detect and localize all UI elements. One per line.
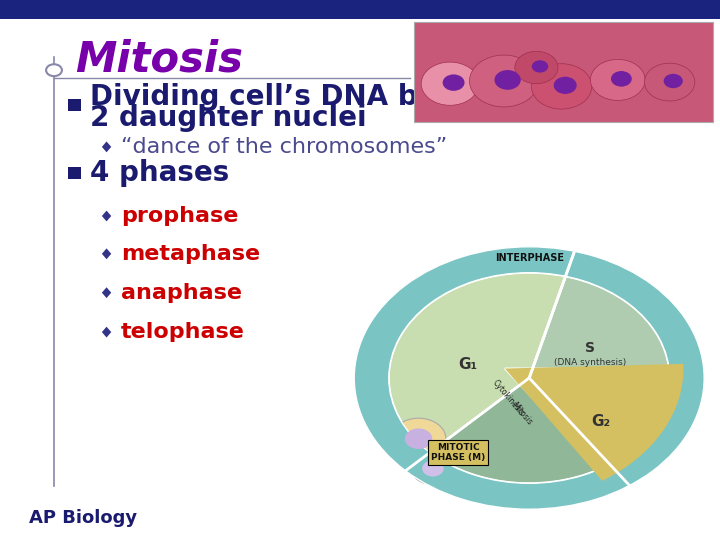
Text: INTERPHASE: INTERPHASE [495, 253, 564, 264]
Circle shape [590, 59, 645, 100]
Text: metaphase: metaphase [121, 244, 260, 264]
Wedge shape [430, 378, 610, 483]
Circle shape [495, 70, 521, 90]
Circle shape [443, 75, 464, 91]
Wedge shape [529, 276, 670, 464]
Circle shape [611, 71, 631, 86]
Text: AP Biology: AP Biology [29, 509, 137, 528]
Polygon shape [102, 327, 111, 338]
Text: MITOTIC
PHASE (M): MITOTIC PHASE (M) [431, 442, 485, 462]
Text: Mitosis: Mitosis [510, 400, 534, 427]
Text: Mitosis: Mitosis [76, 38, 243, 80]
Circle shape [354, 247, 704, 509]
Circle shape [469, 55, 539, 107]
Text: Cytokinesis: Cytokinesis [491, 379, 526, 418]
Circle shape [422, 460, 444, 476]
Circle shape [405, 428, 432, 449]
Polygon shape [102, 248, 111, 259]
Circle shape [391, 418, 446, 459]
Circle shape [46, 64, 62, 76]
Circle shape [515, 51, 558, 84]
Polygon shape [102, 287, 111, 298]
Text: Dividing cell’s DNA between: Dividing cell’s DNA between [90, 83, 533, 111]
Text: prophase: prophase [121, 206, 238, 226]
Polygon shape [102, 211, 111, 221]
Text: anaphase: anaphase [121, 282, 242, 303]
Text: “dance of the chromosomes”: “dance of the chromosomes” [121, 137, 447, 157]
Text: S: S [585, 341, 595, 355]
Bar [68, 167, 81, 179]
Text: telophase: telophase [121, 322, 245, 342]
Circle shape [421, 62, 479, 105]
Circle shape [554, 77, 577, 94]
Circle shape [664, 74, 683, 88]
Text: 4 phases: 4 phases [90, 159, 229, 187]
Text: 2 daughter nuclei: 2 daughter nuclei [90, 104, 366, 132]
Bar [414, 22, 713, 122]
Bar [0, 0, 720, 19]
Polygon shape [102, 141, 111, 152]
Text: (DNA synthesis): (DNA synthesis) [554, 359, 626, 367]
Circle shape [532, 60, 548, 72]
Text: G₂: G₂ [592, 414, 611, 429]
Circle shape [411, 452, 454, 484]
Wedge shape [505, 364, 683, 481]
Circle shape [644, 63, 695, 101]
Bar [68, 99, 81, 111]
Wedge shape [505, 368, 645, 455]
Circle shape [531, 64, 592, 109]
Wedge shape [389, 273, 565, 453]
Text: G₁: G₁ [459, 357, 477, 372]
Circle shape [389, 273, 670, 483]
